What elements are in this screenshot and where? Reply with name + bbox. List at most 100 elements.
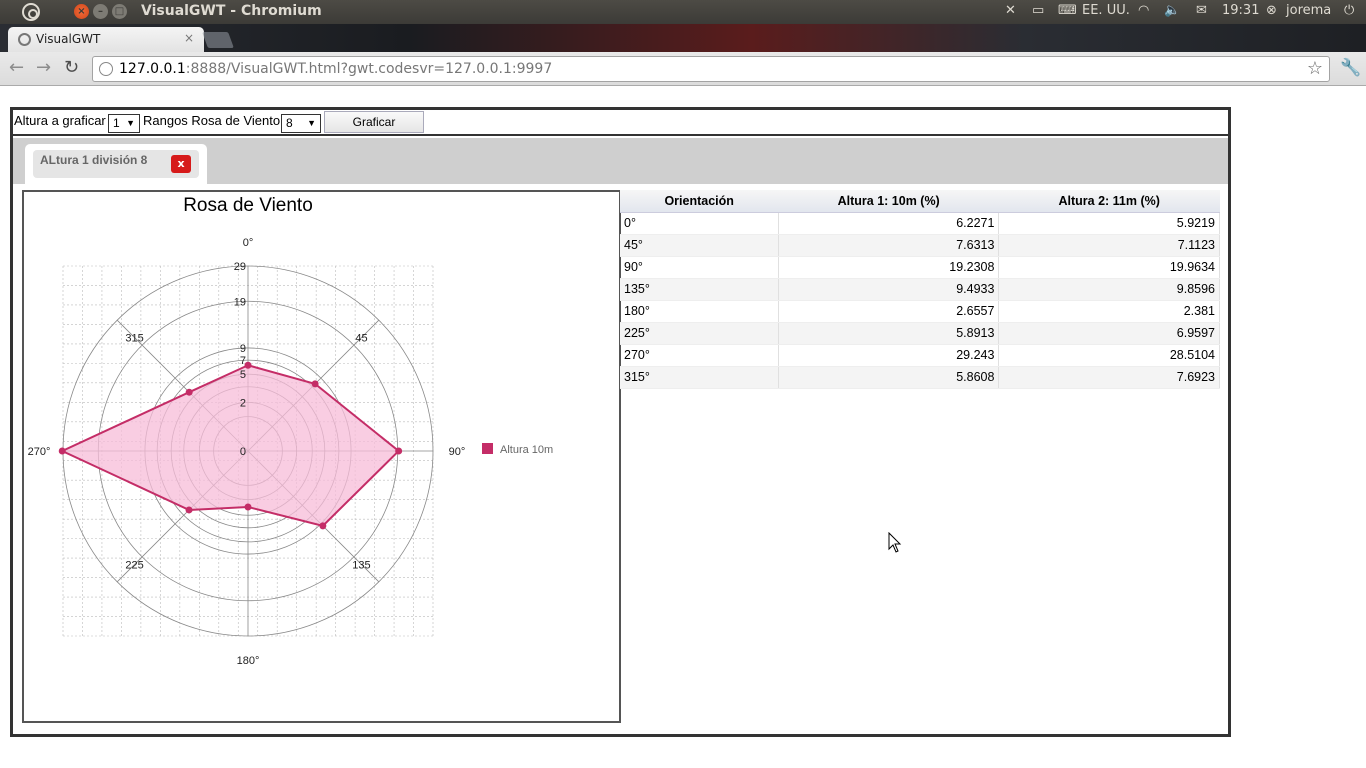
value-cell: 28.5104 xyxy=(998,344,1220,367)
category-label: 180° xyxy=(237,655,260,667)
clock[interactable]: 19:31 xyxy=(1222,3,1260,18)
category-label: 270° xyxy=(28,446,51,458)
orientation-cell: 90° xyxy=(620,256,779,279)
url-path: :8888/VisualGWT.html?gwt.codesvr=127.0.0… xyxy=(185,61,553,77)
radial-tick-label: 19 xyxy=(234,296,246,308)
value-cell: 5.8913 xyxy=(778,322,1000,345)
wifi-icon[interactable]: ◠ xyxy=(1138,3,1150,18)
data-point xyxy=(185,506,193,514)
window-maximize-button[interactable]: □ xyxy=(112,4,127,19)
table-row: 135° 9.4933 9.8596 xyxy=(620,278,1220,301)
reload-icon[interactable]: ↻ xyxy=(64,57,80,78)
radial-tick-label: 29 xyxy=(234,261,246,273)
table-header-row: Orientación Altura 1: 10m (%) Altura 2: 11… xyxy=(620,190,1220,213)
table-row: 315° 5.8608 7.6923 xyxy=(620,366,1220,389)
category-label: 0° xyxy=(243,237,254,249)
orientation-cell: 315° xyxy=(620,366,779,389)
category-label: 225 xyxy=(125,559,143,571)
chart-tab-label: ALtura 1 división 8 xyxy=(40,153,148,167)
orientation-cell: 270° xyxy=(620,344,779,367)
controls-bar: Altura a graficar 1 ▼ Rangos Rosa de Vie… xyxy=(13,110,1228,136)
table-row: 180° 2.6557 2.381 xyxy=(620,300,1220,323)
data-point xyxy=(58,447,66,455)
favicon-icon xyxy=(18,33,31,46)
graficar-button[interactable]: Graficar xyxy=(324,111,424,133)
radial-tick-label: 0 xyxy=(240,446,246,458)
rangos-select-value: 8 xyxy=(286,116,293,130)
browser-tab[interactable]: VisualGWT × xyxy=(8,27,204,52)
legend-swatch xyxy=(482,443,493,454)
value-cell: 29.243 xyxy=(778,344,1000,367)
data-point xyxy=(244,361,252,369)
value-cell: 19.9634 xyxy=(998,256,1220,279)
chevron-down-icon: ▼ xyxy=(307,118,316,128)
forward-arrow-icon[interactable]: → xyxy=(36,57,52,78)
orientation-cell: 135° xyxy=(620,278,779,301)
table-row: 90° 19.2308 19.9634 xyxy=(620,256,1220,279)
table-body: 0° 6.2271 5.9219 45° 7.6313 7.1123 90° 19.2308 1… xyxy=(620,212,1220,389)
chart-panel: 0 2 5 7 9 19 29 0° 45 90° 135 180° 225 270° 315 Rosa de… xyxy=(22,190,621,723)
table-row: 45° 7.6313 7.1123 xyxy=(620,234,1220,257)
address-bar[interactable]: 127.0.0.1:8888/VisualGWT.html?gwt.codesv… xyxy=(92,56,1330,82)
table-row: 0° 6.2271 5.9219 xyxy=(620,212,1220,235)
category-label: 45 xyxy=(355,333,367,345)
mail-icon[interactable]: ✉ xyxy=(1196,3,1207,18)
dropbox-icon[interactable]: ✕ xyxy=(1005,3,1016,18)
chart-tab-bar: ALtura 1 división 8 x xyxy=(13,138,1228,184)
bookmark-star-icon[interactable]: ☆ xyxy=(1306,58,1323,79)
url-host: 127.0.0.1 xyxy=(119,61,186,77)
user-name[interactable]: jorema xyxy=(1286,3,1332,18)
value-cell: 6.2271 xyxy=(778,212,1000,235)
keyboard-layout[interactable]: EE. UU. xyxy=(1082,3,1130,18)
column-header[interactable]: Orientación xyxy=(620,190,779,213)
window-minimize-button[interactable]: – xyxy=(93,4,108,19)
category-label: 315 xyxy=(125,333,143,345)
tab-close-icon[interactable]: × xyxy=(183,31,194,45)
window-close-button[interactable]: × xyxy=(74,4,89,19)
browser-tab-title: VisualGWT xyxy=(36,32,101,46)
value-cell: 5.9219 xyxy=(998,212,1220,235)
url-text[interactable]: 127.0.0.1:8888/VisualGWT.html?gwt.codesv… xyxy=(119,61,552,77)
radial-tick-label: 5 xyxy=(240,369,246,381)
close-tab-button[interactable]: x xyxy=(171,155,191,173)
orientation-cell: 0° xyxy=(620,212,779,235)
table-row: 270° 29.243 28.5104 xyxy=(620,344,1220,367)
back-arrow-icon[interactable]: ← xyxy=(9,57,25,78)
wrench-icon[interactable]: 🔧 xyxy=(1340,58,1362,78)
data-point xyxy=(244,503,252,511)
altura-select[interactable]: 1 ▼ xyxy=(108,114,140,133)
power-icon[interactable]: ⏻ xyxy=(1344,3,1355,18)
rangos-label: Rangos Rosa de Viento xyxy=(143,113,281,128)
keyboard-icon[interactable]: ⌨ xyxy=(1058,3,1077,18)
value-cell: 6.9597 xyxy=(998,322,1220,345)
wind-rose-chart: 0 2 5 79 19 29 0° 45 90° 135 180° 225 270° 315 Rosa de… xyxy=(28,195,554,667)
new-tab-button[interactable] xyxy=(202,32,234,48)
os-top-panel: × – □ VisualGWT - Chromium ✕ ▭ ⌨ EE. UU.… xyxy=(0,0,1366,24)
volume-icon[interactable]: 🔈 xyxy=(1164,3,1181,18)
orientation-cell: 45° xyxy=(620,234,779,257)
mouse-cursor-icon xyxy=(888,532,902,553)
altura-select-value: 1 xyxy=(113,116,120,130)
column-header[interactable]: Altura 2: 11m (%) xyxy=(998,190,1220,213)
ubuntu-logo-icon[interactable] xyxy=(22,3,40,21)
radial-tick-label: 9 xyxy=(240,343,246,355)
visualgwt-app: Altura a graficar 1 ▼ Rangos Rosa de Vie… xyxy=(10,107,1231,737)
value-cell: 7.1123 xyxy=(998,234,1220,257)
orientation-cell: 225° xyxy=(620,322,779,345)
display-icon[interactable]: ▭ xyxy=(1032,3,1045,18)
altura-label: Altura a graficar xyxy=(14,113,106,128)
data-point xyxy=(319,522,327,530)
window-title: VisualGWT - Chromium xyxy=(141,3,322,19)
value-cell: 7.6923 xyxy=(998,366,1220,389)
chart-tab-inner: ALtura 1 división 8 x xyxy=(33,150,199,178)
radial-tick-label: 7 xyxy=(240,355,246,367)
rangos-select[interactable]: 8 ▼ xyxy=(281,114,321,133)
chart-tab[interactable]: ALtura 1 división 8 x xyxy=(25,144,207,184)
user-status-icon[interactable]: ⊗ xyxy=(1266,3,1277,18)
globe-icon xyxy=(99,62,113,76)
value-cell: 2.381 xyxy=(998,300,1220,323)
table-row: 225° 5.8913 6.9597 xyxy=(620,322,1220,345)
category-label: 90° xyxy=(449,446,466,458)
legend-label: Altura 10m xyxy=(500,444,553,456)
column-header[interactable]: Altura 1: 10m (%) xyxy=(778,190,999,213)
